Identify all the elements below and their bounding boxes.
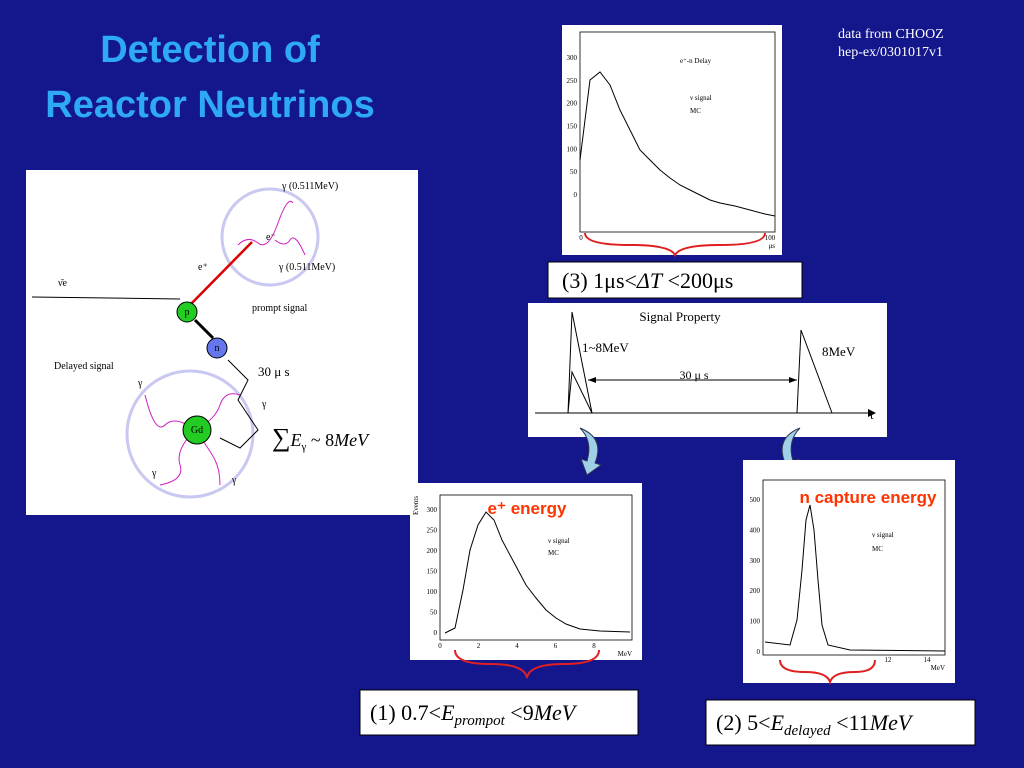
plot-title: e⁺-n Delay <box>680 57 712 65</box>
y-tick-label: 200 <box>427 547 438 555</box>
y-tick-label: 500 <box>750 496 761 504</box>
y-tick-label: 0 <box>434 629 438 637</box>
delayed-energy: 8MeV <box>822 344 856 359</box>
x-tick-label: 2 <box>477 642 481 650</box>
y-tick-label: 0 <box>757 648 761 656</box>
x-unit: μs <box>769 242 776 250</box>
title-line: Detection of <box>100 29 320 71</box>
electron-label: e⁻ <box>266 232 276 243</box>
y-tick-label: 250 <box>427 527 438 535</box>
delayed-signal-label: Delayed signal <box>54 361 114 372</box>
overlay-label: n capture energy <box>800 488 938 507</box>
source: data from CHOOZ <box>838 27 944 42</box>
gamma-label: γ <box>231 475 237 486</box>
axis-label: t <box>870 407 874 422</box>
x-unit: MeV <box>931 664 945 672</box>
legend-entry: MC <box>690 107 701 115</box>
legend-entry: ν signal <box>548 537 570 545</box>
y-tick-label: 100 <box>750 618 761 626</box>
y-tick-label: 0 <box>574 191 578 199</box>
condition: (1) 0.7<Eprompot <9MeV <box>370 700 578 729</box>
title-line: Reactor Neutrinos <box>45 84 374 126</box>
delay-plot: e⁺-n Delay ν signal MC 0 50 100 150 200 250 30… <box>562 25 782 255</box>
y-tick-label: 50 <box>430 609 438 617</box>
y-tick-label: 150 <box>567 123 578 131</box>
y-tick-label: 50 <box>570 168 578 176</box>
x-tick-label: 0 <box>438 642 442 650</box>
y-tick-label: 400 <box>750 526 761 534</box>
x-tick-label: 12 <box>885 656 893 664</box>
positron-label: e⁺ <box>198 262 208 273</box>
delay-time-label: 30 μ s <box>258 364 290 379</box>
condition: (3) 1μs<ΔT <200μs <box>562 268 733 293</box>
antineutrino-label: ν̄e <box>58 278 68 289</box>
legend-entry: MC <box>872 545 883 553</box>
condition: (2) 5<Edelayed <11MeV <box>716 710 914 739</box>
y-tick-label: 150 <box>427 568 438 576</box>
energy-sum: ∑Eγ ~ 8MeV <box>272 423 370 453</box>
gd-label: Gd <box>191 425 203 436</box>
prompt-energy: 1~8MeV <box>582 340 629 355</box>
overlay-label: e⁺ energy <box>488 499 567 518</box>
y-tick-label: 250 <box>567 77 578 85</box>
x-tick-label: 0 <box>579 234 583 242</box>
y-tick-label: 200 <box>567 100 578 108</box>
prompt-plot: e⁺ energy Events ν signal MC 05010015020… <box>410 483 642 660</box>
reaction-diagram: γ (0.511MeV) γ (0.511MeV) e⁻ e⁺ ν̄e p n … <box>26 170 418 515</box>
x-tick-label: 6 <box>554 642 558 650</box>
x-unit: MeV <box>618 650 632 658</box>
gamma-label: γ (0.511MeV) <box>281 181 338 192</box>
gamma-label: γ (0.511MeV) <box>278 262 335 273</box>
y-tick-label: 100 <box>427 588 438 596</box>
gamma-label: γ <box>151 468 157 479</box>
gamma-label: γ <box>261 399 267 410</box>
box-title: Signal Property <box>639 309 721 324</box>
neutron-label: n <box>215 343 220 354</box>
y-tick-label: 300 <box>750 557 761 565</box>
x-tick-label: 14 <box>924 656 932 664</box>
y-tick-label: 200 <box>750 587 761 595</box>
y-axis-label: Events <box>412 496 420 515</box>
legend-entry: ν signal <box>872 531 894 539</box>
signal-property: Signal Property 1~8MeV 8MeV 30 μ s t <box>528 303 887 437</box>
y-tick-label: 100 <box>567 145 578 153</box>
x-tick-label: 4 <box>515 642 519 650</box>
proton-label: p <box>185 307 190 318</box>
y-tick-label: 300 <box>427 506 438 514</box>
x-tick-label: 100 <box>765 234 776 242</box>
legend-entry: ν signal <box>690 94 712 102</box>
x-tick-label: 8 <box>592 642 596 650</box>
delayed-plot: n capture energy ν signal MC 0 100 200 300 4… <box>743 460 955 683</box>
y-tick-label: 300 <box>567 54 578 62</box>
source: hep-ex/0301017v1 <box>838 45 943 60</box>
prompt-signal-label: prompt signal <box>252 303 307 314</box>
gamma-label: γ <box>137 378 143 389</box>
legend-entry: MC <box>548 549 559 557</box>
gap-label: 30 μ s <box>679 368 708 382</box>
